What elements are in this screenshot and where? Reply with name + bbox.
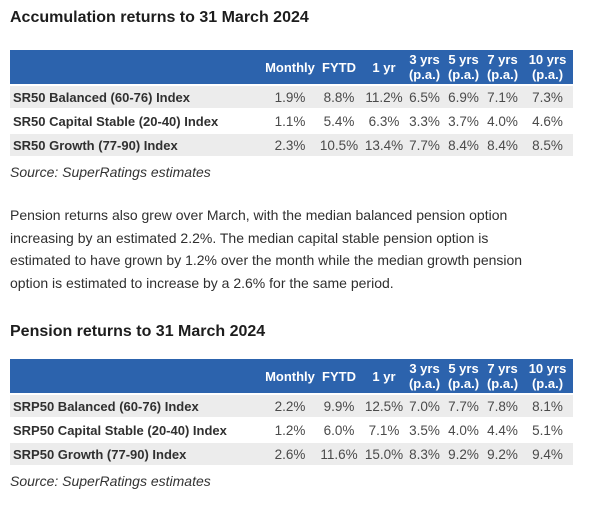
cell-5yrs: 9.2% [444, 443, 483, 467]
row-label: SRP50 Balanced (60-76) Index [10, 395, 265, 419]
table-row: SRP50 Capital Stable (20-40) Index 1.2% … [10, 419, 573, 443]
cell-1yr: 15.0% [363, 443, 405, 467]
pension-source-note: Source: SuperRatings estimates [10, 473, 211, 489]
column-header-7yrs: 7 yrs (p.a.) [483, 359, 522, 395]
column-header-fytd: FYTD [315, 359, 363, 395]
column-header-10yrs: 10 yrs (p.a.) [522, 50, 573, 86]
table-row: SR50 Balanced (60-76) Index 1.9% 8.8% 11… [10, 86, 573, 110]
cell-3yrs: 7.0% [405, 395, 444, 419]
column-header-10yrs: 10 yrs (p.a.) [522, 359, 573, 395]
cell-3yrs: 3.3% [405, 110, 444, 134]
cell-5yrs: 3.7% [444, 110, 483, 134]
cell-3yrs: 3.5% [405, 419, 444, 443]
cell-7yrs: 8.4% [483, 134, 522, 158]
cell-fytd: 8.8% [315, 86, 363, 110]
pension-section-title: Pension returns to 31 March 2024 [10, 323, 266, 340]
cell-5yrs: 7.7% [444, 395, 483, 419]
column-header-1yr: 1 yr [363, 359, 405, 395]
accumulation-returns-table: Monthly FYTD 1 yr 3 yrs (p.a.) 5 yrs [10, 50, 573, 158]
column-header-monthly: Monthly [265, 359, 315, 395]
cell-7yrs: 4.4% [483, 419, 522, 443]
column-header-monthly: Monthly [265, 50, 315, 86]
cell-7yrs: 7.1% [483, 86, 522, 110]
cell-3yrs: 8.3% [405, 443, 444, 467]
cell-1yr: 11.2% [363, 86, 405, 110]
table-header-row: Monthly FYTD 1 yr 3 yrs (p.a.) 5 yrs [10, 50, 573, 86]
cell-7yrs: 7.8% [483, 395, 522, 419]
cell-1yr: 12.5% [363, 395, 405, 419]
accumulation-section-title: Accumulation returns to 31 March 2024 [10, 9, 309, 26]
table-row: SR50 Capital Stable (20-40) Index 1.1% 5… [10, 110, 573, 134]
row-label: SR50 Growth (77-90) Index [10, 134, 265, 158]
cell-5yrs: 4.0% [444, 419, 483, 443]
report-page: Accumulation returns to 31 March 2024 Mo… [10, 9, 573, 489]
cell-10yrs: 5.1% [522, 419, 573, 443]
row-label: SRP50 Growth (77-90) Index [10, 443, 265, 467]
column-header-1yr: 1 yr [363, 50, 405, 86]
column-header-blank [10, 359, 265, 395]
cell-7yrs: 4.0% [483, 110, 522, 134]
cell-10yrs: 8.5% [522, 134, 573, 158]
row-label: SR50 Balanced (60-76) Index [10, 86, 265, 110]
row-label: SR50 Capital Stable (20-40) Index [10, 110, 265, 134]
column-header-3yrs: 3 yrs (p.a.) [405, 50, 444, 86]
cell-monthly: 2.2% [265, 395, 315, 419]
cell-10yrs: 8.1% [522, 395, 573, 419]
cell-monthly: 2.6% [265, 443, 315, 467]
cell-monthly: 2.3% [265, 134, 315, 158]
accumulation-source-note: Source: SuperRatings estimates [10, 164, 211, 180]
cell-fytd: 5.4% [315, 110, 363, 134]
cell-3yrs: 6.5% [405, 86, 444, 110]
cell-fytd: 6.0% [315, 419, 363, 443]
cell-1yr: 6.3% [363, 110, 405, 134]
cell-10yrs: 4.6% [522, 110, 573, 134]
table-row: SRP50 Growth (77-90) Index 2.6% 11.6% 15… [10, 443, 573, 467]
pension-returns-table: Monthly FYTD 1 yr 3 yrs (p.a.) 5 yrs [10, 359, 573, 467]
pension-commentary-paragraph: Pension returns also grew over March, wi… [10, 207, 523, 291]
cell-monthly: 1.9% [265, 86, 315, 110]
cell-3yrs: 7.7% [405, 134, 444, 158]
column-header-7yrs: 7 yrs (p.a.) [483, 50, 522, 86]
cell-fytd: 9.9% [315, 395, 363, 419]
cell-10yrs: 9.4% [522, 443, 573, 467]
column-header-3yrs: 3 yrs (p.a.) [405, 359, 444, 395]
cell-1yr: 7.1% [363, 419, 405, 443]
column-header-fytd: FYTD [315, 50, 363, 86]
table-row: SRP50 Balanced (60-76) Index 2.2% 9.9% 1… [10, 395, 573, 419]
column-header-5yrs: 5 yrs (p.a.) [444, 50, 483, 86]
cell-5yrs: 8.4% [444, 134, 483, 158]
cell-7yrs: 9.2% [483, 443, 522, 467]
cell-fytd: 11.6% [315, 443, 363, 467]
cell-monthly: 1.2% [265, 419, 315, 443]
cell-5yrs: 6.9% [444, 86, 483, 110]
cell-10yrs: 7.3% [522, 86, 573, 110]
cell-monthly: 1.1% [265, 110, 315, 134]
column-header-blank [10, 50, 265, 86]
cell-1yr: 13.4% [363, 134, 405, 158]
row-label: SRP50 Capital Stable (20-40) Index [10, 419, 265, 443]
column-header-5yrs: 5 yrs (p.a.) [444, 359, 483, 395]
cell-fytd: 10.5% [315, 134, 363, 158]
table-row: SR50 Growth (77-90) Index 2.3% 10.5% 13.… [10, 134, 573, 158]
table-header-row: Monthly FYTD 1 yr 3 yrs (p.a.) 5 yrs [10, 359, 573, 395]
